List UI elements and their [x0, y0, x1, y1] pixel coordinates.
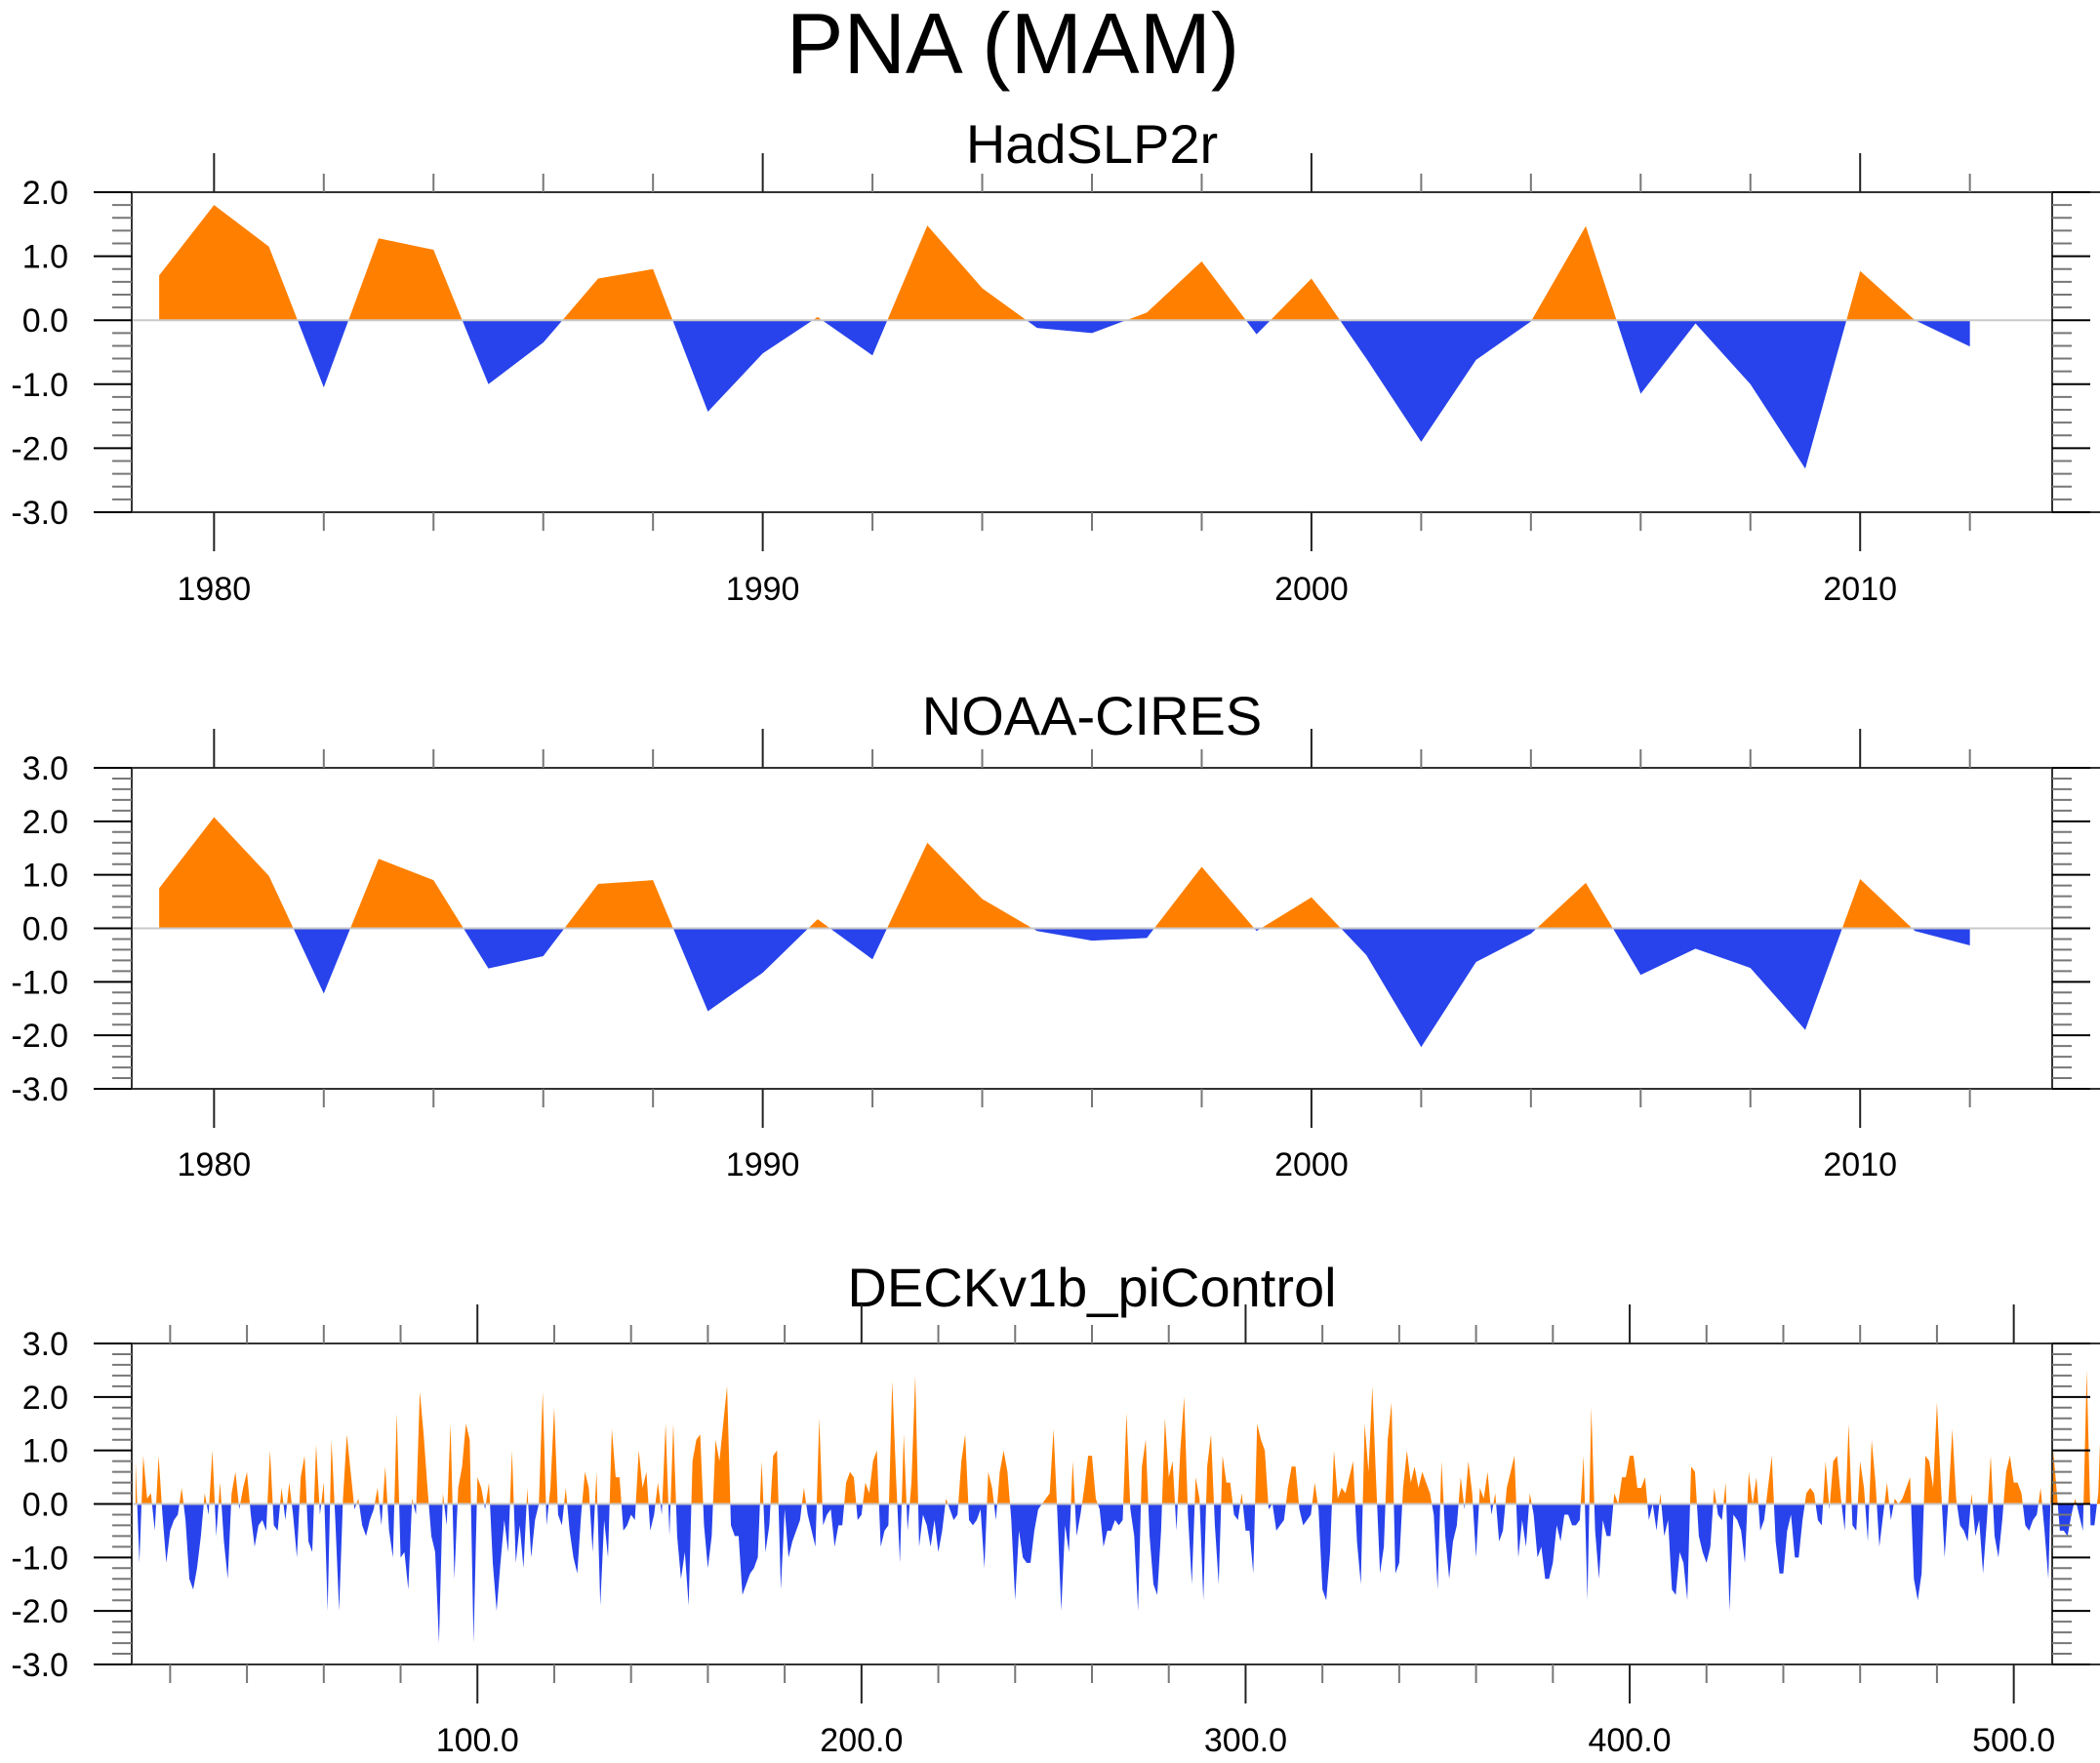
x-tick-label: 100.0 [436, 1722, 519, 1759]
y-tick-label: -1.0 [11, 1540, 68, 1577]
figure-title: PNA (MAM) [786, 0, 1240, 92]
y-tick-label: -2.0 [11, 1593, 68, 1630]
y-axis: 2.0 1.0 0.0 -1.0 -2.0 -3.0 [11, 175, 2090, 532]
x-tick-label: 2010 [1823, 571, 1897, 608]
y-tick-label: 0.0 [22, 911, 68, 948]
panel-title-piControl: DECKv1b_piControl [847, 1257, 1337, 1318]
y-tick-label: 2.0 [22, 175, 68, 212]
x-tick-label: 500.0 [1972, 1722, 2055, 1759]
y-tick-label: 3.0 [22, 750, 68, 787]
panel-title-hadslp2r: HadSLP2r [965, 113, 1219, 175]
x-tick-label: 2000 [1274, 571, 1349, 608]
y-axis: 3.0 2.0 1.0 0.0 -1.0 -2.0 -3.0 [11, 750, 2090, 1108]
panel-hadslp2r: 2.0 1.0 0.0 -1.0 -2.0 -3.0 1980 1990 2000 2010 [11, 153, 2100, 608]
x-tick-label: 1980 [178, 1146, 252, 1183]
y-tick-label: -1.0 [11, 964, 68, 1001]
y-tick-label: 1.0 [22, 239, 68, 276]
y-axis: 3.0 2.0 1.0 0.0 -1.0 -2.0 -3.0 [11, 1326, 2090, 1684]
panel-title-noaa-cires: NOAA-CIRES [921, 685, 1263, 746]
x-axis: 100.0 200.0 300.0 400.0 500.0 [169, 1304, 2055, 1759]
y-tick-label: 2.0 [22, 1380, 68, 1417]
y-tick-label: -2.0 [11, 430, 68, 467]
y-tick-label: 1.0 [22, 858, 68, 895]
y-tick-label: 2.0 [22, 804, 68, 841]
x-tick-label: 2000 [1274, 1146, 1349, 1183]
positive-area [159, 817, 1970, 929]
panel-picontrol: 3.0 2.0 1.0 0.0 -1.0 -2.0 -3.0 100.0 200.0 300.0 4… [11, 1304, 2100, 1759]
x-tick-label: 1980 [178, 571, 252, 608]
x-axis: 1980 1990 2000 2010 [178, 729, 1971, 1183]
x-tick-label: 300.0 [1204, 1722, 1287, 1759]
x-tick-label: 1990 [726, 571, 800, 608]
y-tick-label: -3.0 [11, 1647, 68, 1684]
x-tick-label: 2010 [1823, 1146, 1897, 1183]
x-tick-label: 200.0 [820, 1722, 903, 1759]
x-axis: 1980 1990 2000 2010 [178, 153, 1971, 608]
y-tick-label: -1.0 [11, 367, 68, 404]
y-tick-label: 0.0 [22, 302, 68, 340]
y-tick-label: 1.0 [22, 1433, 68, 1470]
y-tick-label: -3.0 [11, 495, 68, 532]
negative-area [159, 928, 1970, 1048]
positive-area [159, 205, 1970, 321]
positive-area [135, 1370, 2100, 1504]
y-tick-label: -3.0 [11, 1071, 68, 1108]
negative-area [135, 1503, 2100, 1644]
y-tick-label: 3.0 [22, 1326, 68, 1363]
y-tick-label: 0.0 [22, 1487, 68, 1524]
x-tick-label: 400.0 [1588, 1722, 1671, 1759]
panel-noaa-cires: 3.0 2.0 1.0 0.0 -1.0 -2.0 -3.0 1980 1990 2000 2010 [11, 729, 2100, 1183]
negative-area [159, 320, 1970, 469]
y-tick-label: -2.0 [11, 1018, 68, 1055]
x-tick-label: 1990 [726, 1146, 800, 1183]
